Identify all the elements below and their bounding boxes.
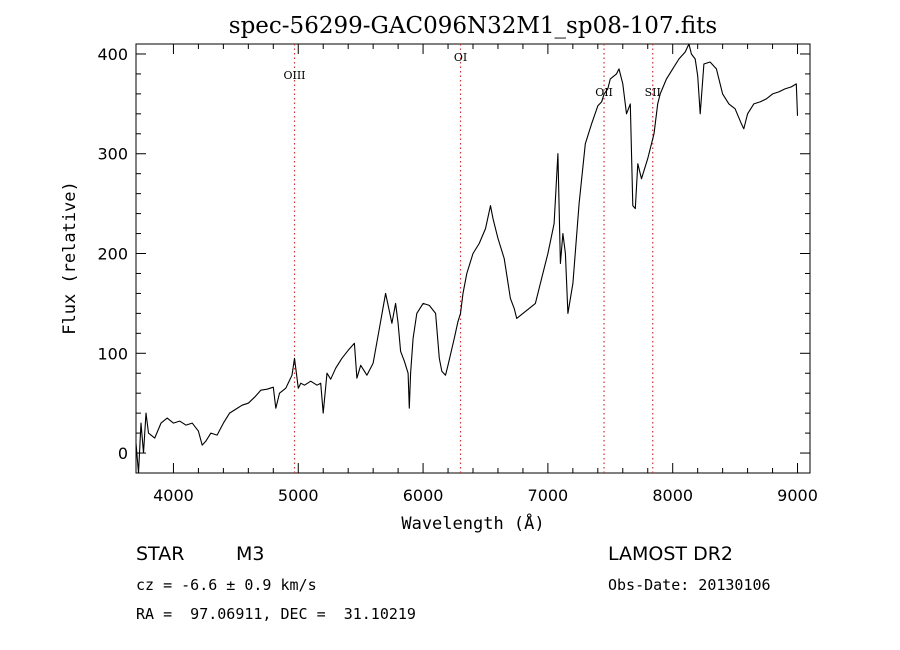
subclass: M3 <box>236 543 264 565</box>
x-tick-label: 8000 <box>652 486 693 505</box>
reference-line-label: OI <box>454 51 467 64</box>
survey-name: LAMOST DR2 <box>608 543 733 565</box>
x-tick-label: 6000 <box>403 486 444 505</box>
x-tick-label: 4000 <box>153 486 194 505</box>
chart-title: spec-56299-GAC096N32M1_sp08-107.fits <box>229 13 717 39</box>
reference-line-label: SII <box>645 86 661 99</box>
y-tick-label: 0 <box>118 444 128 463</box>
footer-info: STAR M3 LAMOST DR2 cz = -6.6 ± 0.9 km/s … <box>136 543 771 623</box>
x-tick-label: 5000 <box>278 486 319 505</box>
y-tick-label: 400 <box>97 45 128 64</box>
x-tick-label: 7000 <box>528 486 569 505</box>
series-layer <box>135 43 799 474</box>
redshift-readout: cz = -6.6 ± 0.9 km/s <box>136 576 317 594</box>
reference-line-label: OII <box>595 86 613 99</box>
reference-line-label: OIII <box>283 69 305 82</box>
object-class: STAR <box>136 543 184 565</box>
y-tick-label: 300 <box>97 145 128 164</box>
y-tick-label: 100 <box>97 344 128 363</box>
reference-lines: OIII OI OII SII <box>283 44 661 473</box>
y-axis: 0 100 200 300 400 <box>97 45 810 474</box>
spectrum-line <box>135 43 799 474</box>
x-tick-label: 9000 <box>777 486 818 505</box>
x-axis: 4000 5000 6000 7000 8000 9000 <box>153 44 818 505</box>
y-axis-label: Flux (relative) <box>60 181 80 335</box>
obs-date: Obs-Date: 20130106 <box>608 576 771 594</box>
y-tick-label: 200 <box>97 245 128 264</box>
x-axis-label: Wavelength (Å) <box>401 512 544 534</box>
coordinates: RA = 97.06911, DEC = 31.10219 <box>136 605 416 623</box>
